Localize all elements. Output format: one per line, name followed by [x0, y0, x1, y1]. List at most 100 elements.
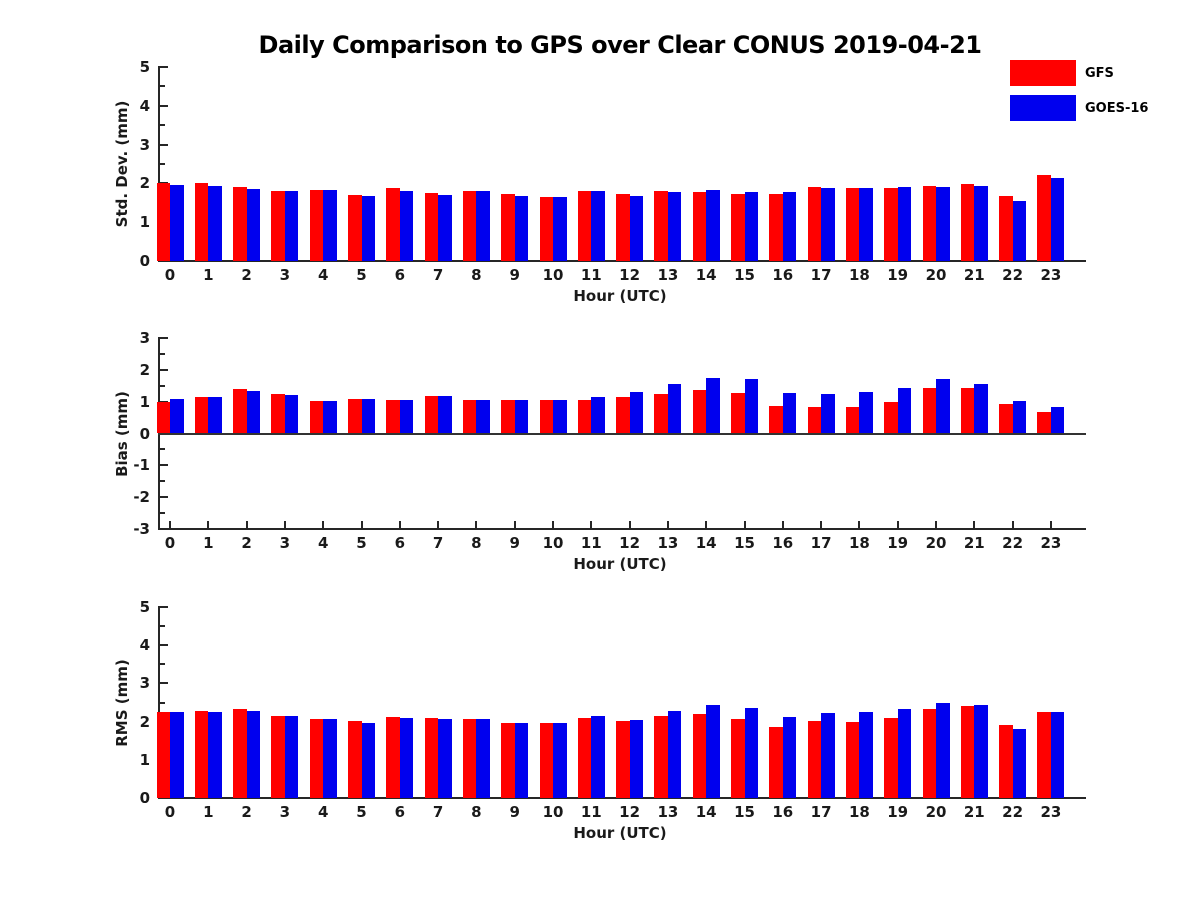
bar-rms-gfs-h21: [960, 706, 975, 798]
x-axis-label-std-dev: Hour (UTC): [573, 287, 667, 305]
x-tick-label-rms: 1: [203, 803, 214, 821]
x-axis-spine-rms: [158, 797, 1086, 799]
x-tick-label-rms: 7: [432, 803, 444, 821]
bar-std-dev-goes-16-h19: [897, 186, 912, 261]
x-tick-label-std-dev: 23: [1040, 266, 1062, 284]
y-minor-tick-bias: [160, 448, 165, 451]
bar-std-dev-goes-16-h5: [361, 196, 375, 261]
x-tick-label-bias: 15: [734, 534, 755, 552]
bar-bias-gfs-h23: [1037, 411, 1051, 434]
bar-bias-gfs-h22: [999, 403, 1013, 434]
y-tick-label-rms: 5: [139, 598, 150, 616]
bar-rms-gfs-h19: [884, 717, 898, 798]
y-minor-tick-rms: [160, 625, 165, 628]
bar-std-dev-gfs-h3: [271, 191, 285, 261]
bar-bias-goes-16-h9: [514, 400, 529, 434]
bar-bias-goes-16-h1: [208, 396, 222, 434]
bar-bias-gfs-h2: [233, 389, 247, 434]
bar-rms-goes-16-h10: [553, 723, 567, 798]
y-tick-label-std-dev: 5: [139, 58, 150, 76]
bar-std-dev-goes-16-h18: [859, 188, 873, 261]
x-tick-bias: [360, 521, 363, 529]
bar-bias-gfs-h12: [616, 397, 630, 434]
y-tick-label-bias: -2: [133, 488, 150, 507]
x-tick-label-std-dev: 10: [542, 266, 564, 284]
bar-bias-gfs-h1: [194, 396, 209, 434]
bar-bias-goes-16-h19: [897, 388, 912, 434]
bar-rms-gfs-h13: [654, 716, 668, 798]
bar-std-dev-gfs-h17: [807, 187, 822, 261]
y-major-tick-std-dev: [160, 104, 168, 107]
x-tick-bias: [513, 521, 516, 529]
x-tick-label-std-dev: 17: [810, 266, 832, 284]
bar-bias-goes-16-h4: [323, 401, 337, 434]
y-axis-label-std-dev: Std. Dev. (mm): [113, 100, 131, 228]
bar-rms-gfs-h16: [769, 726, 783, 798]
bar-bias-gfs-h10: [539, 399, 553, 434]
bar-bias-goes-16-h22: [1012, 401, 1027, 434]
bar-rms-gfs-h0: [156, 712, 170, 798]
x-tick-label-std-dev: 11: [580, 266, 602, 284]
x-tick-label-rms: 16: [772, 803, 794, 821]
bar-std-dev-gfs-h6: [386, 188, 400, 261]
bar-rms-goes-16-h5: [361, 722, 375, 798]
bar-std-dev-gfs-h23: [1037, 174, 1051, 261]
x-tick-label-std-dev: 1: [203, 266, 214, 284]
x-tick-label-rms: 4: [317, 803, 329, 821]
y-minor-tick-bias: [160, 480, 165, 483]
bar-rms-goes-16-h14: [706, 704, 720, 798]
x-tick-bias: [245, 521, 248, 529]
y-major-tick-bias: [160, 337, 168, 339]
x-tick-label-bias: 13: [657, 534, 679, 552]
y-axis-spine-std-dev: [158, 66, 160, 262]
bar-rms-gfs-h9: [501, 723, 515, 798]
bar-bias-gfs-h16: [769, 405, 783, 434]
x-tick-bias: [705, 521, 708, 529]
bar-std-dev-goes-16-h13: [667, 192, 682, 261]
bar-std-dev-goes-16-h3: [284, 191, 299, 261]
bar-bias-goes-16-h8: [476, 400, 490, 434]
bar-std-dev-gfs-h20: [922, 185, 936, 261]
bar-bias-gfs-h7: [424, 395, 439, 434]
bar-rms-gfs-h15: [731, 718, 745, 798]
bar-std-dev-goes-16-h23: [1050, 178, 1065, 261]
x-tick-label-bias: 2: [241, 534, 252, 552]
bar-rms-goes-16-h0: [170, 712, 184, 798]
y-tick-label-std-dev: 4: [139, 96, 150, 115]
y-tick-label-bias: 1: [139, 392, 150, 411]
bar-rms-goes-16-h11: [591, 716, 605, 798]
bar-bias-goes-16-h10: [553, 399, 567, 434]
bar-rms-gfs-h1: [194, 710, 209, 798]
bar-rms-goes-16-h18: [859, 712, 873, 798]
bar-std-dev-goes-16-h17: [821, 188, 835, 261]
bar-std-dev-gfs-h21: [960, 184, 975, 261]
x-tick-bias: [475, 521, 478, 529]
x-tick-label-rms: 3: [279, 803, 291, 821]
bar-std-dev-gfs-h7: [424, 192, 439, 261]
bar-std-dev-goes-16-h4: [323, 190, 337, 261]
bar-std-dev-goes-16-h15: [744, 192, 758, 261]
bar-std-dev-goes-16-h1: [208, 186, 222, 261]
zero-line-bias: [158, 432, 1086, 435]
bar-bias-goes-16-h18: [859, 392, 873, 434]
y-tick-label-bias: -1: [133, 456, 150, 475]
bar-std-dev-gfs-h19: [884, 188, 898, 261]
bar-rms-goes-16-h8: [476, 718, 490, 798]
bar-rms-goes-16-h2: [246, 710, 261, 798]
bar-rms-goes-16-h19: [897, 709, 912, 798]
bar-std-dev-goes-16-h11: [591, 190, 605, 261]
bar-rms-goes-16-h16: [782, 717, 797, 798]
y-minor-tick-rms: [160, 701, 165, 704]
bar-std-dev-goes-16-h22: [1012, 201, 1027, 261]
x-tick-label-std-dev: 13: [657, 266, 679, 284]
y-tick-label-std-dev: 3: [139, 135, 150, 154]
bar-rms-goes-16-h23: [1050, 712, 1065, 798]
x-tick-label-bias: 6: [394, 534, 406, 552]
x-axis-spine-bias: [158, 528, 1086, 530]
bar-bias-goes-16-h12: [629, 392, 644, 434]
x-tick-label-bias: 18: [848, 534, 870, 552]
x-tick-label-rms: 6: [394, 803, 406, 821]
bar-bias-goes-16-h20: [936, 379, 950, 434]
x-tick-label-bias: 11: [580, 534, 602, 552]
